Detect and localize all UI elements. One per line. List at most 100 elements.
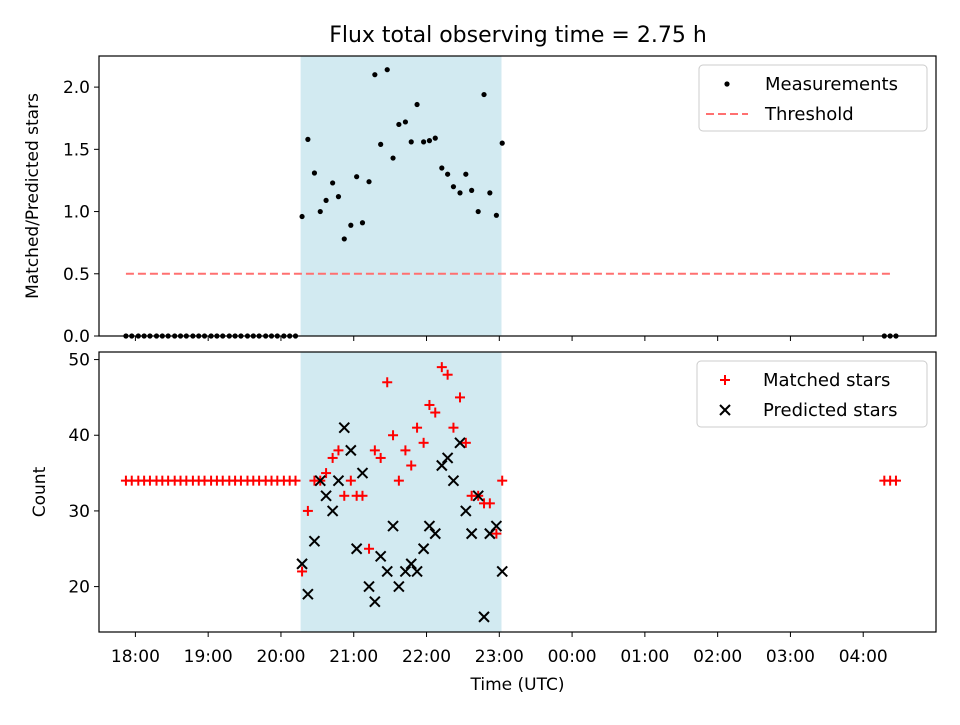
predicted-point-b [369, 596, 381, 608]
x-tick-label: 01:00 [620, 647, 669, 667]
predicted-point [411, 565, 423, 578]
predicted-point [405, 558, 417, 570]
legend-label: Threshold [764, 104, 854, 125]
matched-point [448, 422, 459, 433]
matched-point [388, 430, 399, 441]
predicted-point-b [308, 535, 321, 547]
matched-point [460, 437, 471, 448]
matched-point [393, 475, 404, 486]
measurement-point [348, 222, 354, 228]
predicted-point-b [314, 474, 326, 487]
predicted-point [436, 459, 448, 472]
predicted-point-b [363, 580, 375, 593]
predicted-point [472, 490, 484, 502]
series-measurements [123, 67, 899, 339]
matched-point [302, 505, 313, 516]
measurement-point [414, 101, 420, 108]
predicted-point-b [490, 520, 503, 532]
predicted-point-b [302, 588, 314, 600]
highlight-span [300, 56, 502, 336]
predicted-point [302, 588, 314, 600]
legend-dot-icon [724, 81, 730, 87]
predicted-point-b [465, 527, 478, 540]
y-axis-label: Count [30, 466, 50, 517]
y-tick-label: 40 [68, 426, 90, 446]
predicted-point [393, 580, 405, 593]
predicted-point [423, 520, 436, 532]
predicted-point-b [338, 421, 350, 434]
x-tick-label: 23:00 [475, 647, 524, 667]
y-tick-label: 1.5 [63, 140, 90, 160]
measurement-point [384, 67, 390, 73]
measurement-point [463, 171, 469, 177]
y-axis-label: Matched/Predicted stars [23, 93, 43, 299]
measurement-point [341, 236, 347, 242]
matched-point [890, 475, 901, 486]
matched-point [497, 475, 508, 486]
y-tick-label: 0.5 [63, 265, 90, 285]
matched-point [339, 490, 350, 501]
matched-point [297, 566, 308, 577]
x-tick-label: 00:00 [548, 647, 597, 667]
x-tick-label: 19:00 [184, 647, 233, 667]
measurement-point [469, 187, 475, 193]
predicted-point [350, 543, 363, 555]
predicted-point [314, 474, 326, 487]
predicted-point [296, 558, 308, 570]
predicted-point [374, 550, 387, 563]
measurement-point [366, 179, 372, 185]
predicted-point [447, 474, 460, 487]
measurement-point [299, 213, 305, 220]
x-tick-label: 20:00 [256, 647, 305, 667]
measurement-point [421, 139, 427, 145]
predicted-point [454, 437, 466, 449]
predicted-point [417, 543, 430, 555]
matched-point [418, 437, 429, 448]
x-tick-label: 22:00 [402, 647, 451, 667]
measurement-point [402, 119, 409, 125]
predicted-point [465, 527, 478, 540]
predicted-point [356, 467, 369, 479]
x-tick-label: 04:00 [839, 647, 888, 667]
predicted-point [490, 520, 503, 532]
measurement-point [426, 138, 433, 144]
x-tick-label: 18:00 [111, 647, 160, 667]
matched-point [375, 452, 386, 463]
measurement-point [487, 190, 493, 196]
measurement-point [305, 136, 311, 142]
y-tick-label: 1.0 [63, 203, 90, 223]
measurement-point [390, 155, 396, 161]
predicted-point-b [417, 543, 430, 555]
predicted-point-b [345, 444, 357, 457]
predicted-point-b [411, 565, 423, 578]
predicted-point-b [326, 505, 339, 517]
legend-label: Predicted stars [763, 400, 897, 421]
matched-point [442, 369, 453, 380]
measurement-point [439, 165, 445, 171]
predicted-point [369, 596, 381, 608]
x-tick-label: 21:00 [329, 647, 378, 667]
top-panel: 0.0 0.5 1.0 1.5 2.0 Matched/Predicted stars Me… [23, 55, 937, 347]
measurement-point [457, 190, 463, 196]
measurement-point [499, 140, 505, 146]
matched-point [491, 528, 502, 539]
matched-point [333, 445, 344, 456]
plot-frame [98, 351, 937, 633]
measurement-point [359, 220, 366, 226]
predicted-point-b [332, 474, 345, 487]
predicted-point-b [405, 558, 417, 570]
predicted-point-b [496, 565, 508, 578]
predicted-point-b [436, 459, 448, 472]
y-tick-label: 0.0 [63, 327, 90, 347]
measurement-point [481, 91, 487, 98]
measurement-point [372, 72, 378, 78]
predicted-point-b [320, 490, 332, 502]
y-tick-label: 50 [68, 351, 90, 371]
legend-label: Measurements [765, 74, 898, 95]
matched-point [424, 399, 435, 410]
predicted-point [332, 474, 345, 487]
predicted-point [399, 565, 412, 578]
predicted-point-b [460, 505, 472, 517]
predicted-point-b [399, 565, 412, 578]
